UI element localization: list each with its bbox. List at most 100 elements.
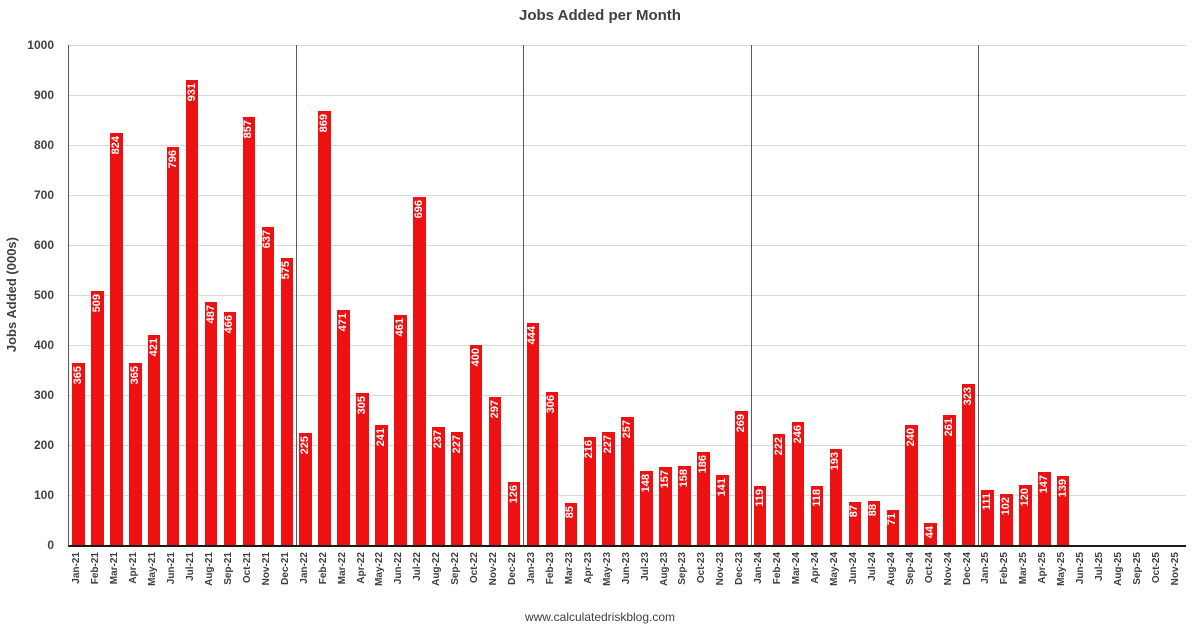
- x-axis-slot: Sep-24: [901, 549, 920, 607]
- x-axis-slot: Apr-24: [807, 549, 826, 607]
- x-axis-slot: Jan-24: [750, 549, 769, 607]
- bar-value-label: 225: [299, 435, 312, 454]
- bar-value-label: 227: [602, 434, 615, 453]
- x-axis-slot: Feb-24: [769, 549, 788, 607]
- x-axis-label: Sep-22: [450, 552, 462, 585]
- x-axis-label: Dec-24: [961, 552, 973, 585]
- bar: 186: [697, 452, 710, 545]
- bar-slot: 88: [864, 45, 883, 545]
- bar-slot: 227: [599, 45, 618, 545]
- bar-value-label: 471: [337, 312, 350, 331]
- x-axis-slot: Sep-22: [447, 549, 466, 607]
- x-axis-label: May-21: [147, 552, 159, 586]
- x-axis-label: Aug-24: [885, 552, 897, 586]
- x-axis-slot: Mar-21: [106, 549, 125, 607]
- bar: 269: [735, 410, 748, 545]
- bar-value-label: 87: [848, 504, 861, 517]
- x-axis-label: Sep-21: [222, 552, 234, 585]
- bar-slot: 857: [239, 45, 258, 545]
- bar-value-label: 305: [356, 395, 369, 414]
- bar-slot: 400: [467, 45, 486, 545]
- y-axis-tick-label: 800: [33, 138, 54, 152]
- bar-slot: 120: [1016, 45, 1035, 545]
- bar-slot: 931: [183, 45, 202, 545]
- x-axis-label: Mar-25: [1018, 552, 1030, 585]
- x-axis-label: Oct-25: [1150, 552, 1162, 584]
- x-axis-label: Dec-23: [734, 552, 746, 585]
- gridline: [69, 195, 1186, 196]
- bar-slot: 241: [372, 45, 391, 545]
- bar: 141: [716, 474, 729, 545]
- bar-slot: 148: [637, 45, 656, 545]
- plot-area: 365 509 824 365 421 796 931 487 466 857 637 575 225 8…: [68, 45, 1186, 547]
- x-axis-label: Sep-24: [904, 552, 916, 585]
- bar-value-label: 365: [71, 365, 84, 384]
- bar-value-label: 111: [980, 492, 993, 510]
- bar: 158: [678, 466, 691, 545]
- bar: 87: [848, 501, 862, 545]
- bar-value-label: 193: [829, 451, 842, 470]
- bar-slot: 297: [486, 45, 505, 545]
- x-axis-slot: Oct-22: [466, 549, 485, 607]
- x-axis-label: Feb-21: [90, 552, 102, 585]
- bar: 147: [1038, 471, 1051, 545]
- y-axis-tick-label: 200: [33, 438, 54, 452]
- year-separator: [977, 45, 979, 545]
- year-separator: [523, 45, 525, 545]
- bar: 241: [375, 424, 388, 545]
- x-axis-slot: Nov-23: [712, 549, 731, 607]
- bar-slot: 869: [315, 45, 334, 545]
- x-axis-label: Jan-25: [980, 552, 992, 584]
- x-axis-label: Apr-21: [128, 552, 140, 584]
- bar-slot: 111: [978, 45, 997, 545]
- x-axis-slot: May-24: [826, 549, 845, 607]
- bar: 227: [451, 431, 464, 545]
- x-axis-label: Aug-22: [431, 552, 443, 586]
- x-axis-label: May-22: [374, 552, 386, 586]
- bar-slot: 269: [732, 45, 751, 545]
- bar-value-label: 461: [393, 317, 406, 336]
- x-axis-label: Jan-21: [71, 552, 83, 584]
- bar-value-label: 85: [564, 505, 577, 518]
- x-axis-slot: May-23: [598, 549, 617, 607]
- bar-slot: 471: [334, 45, 353, 545]
- x-axis-slot: Apr-21: [125, 549, 144, 607]
- x-axis-slot: Jan-22: [295, 549, 314, 607]
- x-axis-label: Nov-24: [942, 552, 954, 586]
- x-axis-slot: Dec-22: [504, 549, 523, 607]
- bar: 306: [545, 392, 559, 545]
- bar-slot: 157: [656, 45, 675, 545]
- bar-value-label: 88: [867, 504, 880, 517]
- bar-slot: 466: [221, 45, 240, 545]
- x-axis-slot: Apr-25: [1034, 549, 1053, 607]
- x-axis-label: Feb-24: [772, 552, 784, 585]
- bar-slot: 824: [107, 45, 126, 545]
- bar: 637: [261, 226, 275, 545]
- bar: 297: [489, 396, 502, 545]
- x-axis-label: Nov-22: [488, 552, 500, 586]
- bar-slot: 227: [448, 45, 467, 545]
- bar-slot: 193: [827, 45, 846, 545]
- year-separator: [750, 45, 752, 545]
- x-axis-slot: Feb-22: [314, 549, 333, 607]
- bar-value-label: 931: [185, 82, 198, 101]
- bar-value-label: 102: [999, 497, 1012, 516]
- bar-value-label: 118: [810, 489, 823, 507]
- bar-slot: 237: [429, 45, 448, 545]
- bar-value-label: 487: [204, 304, 217, 323]
- x-axis-label: Jun-22: [393, 552, 405, 585]
- bar-value-label: 257: [621, 419, 634, 438]
- x-axis-slot: Feb-21: [87, 549, 106, 607]
- bar-value-label: 400: [469, 348, 482, 367]
- x-axis-label: Oct-21: [241, 552, 253, 584]
- y-axis-tick-label: 300: [33, 388, 54, 402]
- bar: 193: [829, 448, 843, 545]
- gridline: [69, 145, 1186, 146]
- x-axis-slot: Apr-22: [352, 549, 371, 607]
- x-axis-slot: Sep-25: [1129, 549, 1148, 607]
- x-axis-slot: Jun-23: [617, 549, 636, 607]
- x-axis-label: Jun-25: [1075, 552, 1087, 585]
- bar-slot: 118: [808, 45, 827, 545]
- bar-slot: 71: [883, 45, 902, 545]
